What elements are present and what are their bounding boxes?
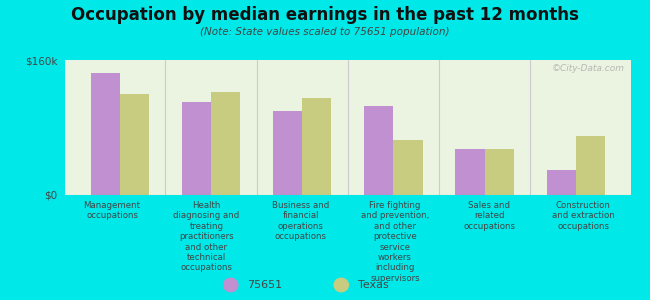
Text: Sales and
related
occupations: Sales and related occupations bbox=[463, 201, 515, 231]
Bar bbox=[456, 148, 484, 195]
Bar bbox=[120, 94, 149, 195]
Bar bbox=[576, 136, 605, 195]
Bar bbox=[484, 148, 514, 195]
Bar bbox=[547, 170, 576, 195]
Text: Texas: Texas bbox=[358, 280, 388, 290]
Text: 75651: 75651 bbox=[247, 280, 282, 290]
Text: Fire fighting
and prevention,
and other
protective
service
workers
including
sup: Fire fighting and prevention, and other … bbox=[361, 201, 429, 283]
Text: ©City-Data.com: ©City-Data.com bbox=[552, 64, 625, 73]
Text: (Note: State values scaled to 75651 population): (Note: State values scaled to 75651 popu… bbox=[200, 27, 450, 37]
Text: Construction
and extraction
occupations: Construction and extraction occupations bbox=[552, 201, 615, 231]
Bar bbox=[182, 102, 211, 195]
Bar bbox=[393, 140, 422, 195]
Text: Business and
financial
operations
occupations: Business and financial operations occupa… bbox=[272, 201, 330, 241]
Bar bbox=[302, 98, 332, 195]
Bar bbox=[90, 73, 120, 195]
Text: Management
occupations: Management occupations bbox=[84, 201, 140, 220]
Bar bbox=[273, 111, 302, 195]
Text: Occupation by median earnings in the past 12 months: Occupation by median earnings in the pas… bbox=[71, 6, 579, 24]
Bar bbox=[211, 92, 240, 195]
Bar bbox=[364, 106, 393, 195]
Text: Health
diagnosing and
treating
practitioners
and other
technical
occupations: Health diagnosing and treating practitio… bbox=[174, 201, 239, 272]
